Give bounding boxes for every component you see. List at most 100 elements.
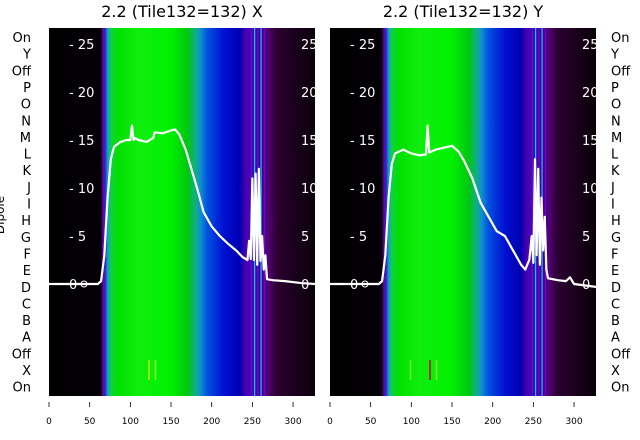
- y-tick-label: - 10: [350, 182, 375, 197]
- y-tick-label-right: 15: [301, 134, 318, 149]
- row-label-right: D: [611, 281, 621, 296]
- series-line-X: [49, 124, 315, 286]
- x-tick-label: 100: [403, 417, 420, 427]
- panel-title: 2.2 (Tile132=132) X: [101, 2, 263, 21]
- y-tick-label-right: 20: [301, 86, 318, 101]
- x-tick-label: 150: [162, 417, 179, 427]
- heatmap-bright-mark: [154, 360, 157, 380]
- row-label-left: G: [21, 231, 31, 246]
- row-label-left: O: [21, 98, 31, 113]
- heatmap-background: [330, 28, 596, 396]
- y-tick-label: - 20: [350, 86, 375, 101]
- x-tick-label: 300: [284, 417, 301, 427]
- row-label-left: Off: [12, 347, 32, 362]
- row-label-right: H: [611, 214, 621, 229]
- row-label-right: G: [611, 231, 621, 246]
- heatmap-stripe: [531, 28, 533, 396]
- row-label-left: On: [13, 31, 31, 46]
- row-label-right: L: [611, 148, 619, 163]
- y-tick-label-right: 25: [301, 38, 318, 53]
- heatmap-bright-mark: [409, 360, 412, 380]
- x-tick-label: 200: [203, 417, 220, 427]
- heatmap-stripe: [263, 28, 265, 396]
- row-label-right: M: [611, 131, 622, 146]
- row-label-left: Y: [22, 48, 31, 63]
- panel-title: 2.2 (Tile132=132) Y: [383, 2, 544, 21]
- row-label-left: M: [20, 131, 31, 146]
- x-tick-label: 100: [122, 417, 139, 427]
- row-label-right: O: [611, 98, 621, 113]
- y-tick-label: - 25: [69, 38, 94, 53]
- row-label-right: J: [610, 181, 615, 196]
- row-label-left: E: [23, 264, 31, 279]
- x-tick-label: 0: [327, 417, 333, 427]
- row-label-left: J: [26, 181, 31, 196]
- heatmap-bright-mark: [429, 360, 431, 380]
- row-label-left: On: [13, 381, 31, 396]
- y-tick-label-right: 25: [582, 38, 599, 53]
- row-label-left: H: [21, 214, 31, 229]
- row-label-right: K: [611, 164, 620, 179]
- y-tick-label: - 15: [69, 134, 94, 149]
- x-tick-label: 200: [484, 417, 501, 427]
- row-label-right: N: [611, 114, 621, 129]
- heatmap-bright-mark: [435, 360, 438, 380]
- y-tick-label: - 10: [69, 182, 94, 197]
- series-line-Y: [330, 124, 596, 288]
- y-tick-label-right: 10: [582, 182, 599, 197]
- panel-1: 0 0- 5 5- 10 10- 15 15- 20 20- 25 25: [330, 28, 599, 396]
- y-tick-label-right: 5: [301, 230, 309, 245]
- row-label-left: N: [21, 114, 31, 129]
- x-tick-label: 250: [244, 417, 261, 427]
- x-tick-label: 150: [443, 417, 460, 427]
- row-label-right: B: [611, 314, 620, 329]
- y-tick-label: 0: [69, 278, 77, 293]
- row-label-left: K: [22, 164, 31, 179]
- row-label-left: I: [27, 198, 31, 213]
- y-tick-label: - 25: [350, 38, 375, 53]
- y-tick-label-right: 20: [582, 86, 599, 101]
- row-label-right: A: [611, 331, 620, 346]
- row-label-right: Off: [611, 347, 631, 362]
- row-label-right: I: [611, 198, 615, 213]
- row-label-left: F: [24, 247, 31, 262]
- panel-0: 0 0 - 5 5 - 10 10 - 15 15 - 20 20 - 25 25: [49, 28, 318, 396]
- row-label-right: Off: [611, 64, 631, 79]
- row-label-left: Off: [12, 64, 32, 79]
- y-tick-label: - 5: [350, 230, 367, 245]
- row-label-left: D: [21, 281, 31, 296]
- y-tick-label-right: 10: [301, 182, 318, 197]
- heatmap-stripe: [260, 28, 262, 396]
- x-tick-label: 300: [565, 417, 582, 427]
- row-label-right: On: [611, 31, 629, 46]
- y-tick-label-right: 5: [582, 230, 590, 245]
- row-label-left: P: [23, 81, 31, 96]
- row-label-right: E: [611, 264, 619, 279]
- y-tick-label-right: 0: [301, 278, 309, 293]
- heatmap-background: [49, 28, 315, 396]
- row-label-right: C: [611, 297, 620, 312]
- row-label-right: On: [611, 381, 629, 396]
- heatmap-stripe: [544, 28, 546, 396]
- row-label-right: F: [611, 247, 618, 262]
- row-label-right: P: [611, 81, 619, 96]
- y-tick-label-right: 15: [582, 134, 599, 149]
- x-tick-label: 50: [365, 417, 377, 427]
- row-label-left: A: [22, 331, 31, 346]
- y-tick-label: - 5: [69, 230, 86, 245]
- row-label-right: X: [611, 364, 620, 379]
- row-label-left: B: [22, 314, 31, 329]
- y-tick-label: 0: [350, 278, 358, 293]
- heatmap-bright-mark: [148, 360, 150, 380]
- x-tick-label: 0: [46, 417, 52, 427]
- y-tick-label: - 15: [350, 134, 375, 149]
- row-label-left: L: [24, 148, 32, 163]
- x-tick-label: 50: [84, 417, 96, 427]
- y-tick-label: - 20: [69, 86, 94, 101]
- row-label-left: X: [22, 364, 31, 379]
- row-label-left: C: [22, 297, 31, 312]
- y-axis-label: Dipole: [0, 196, 7, 234]
- x-tick-label: 250: [525, 417, 542, 427]
- row-label-right: Y: [610, 48, 619, 63]
